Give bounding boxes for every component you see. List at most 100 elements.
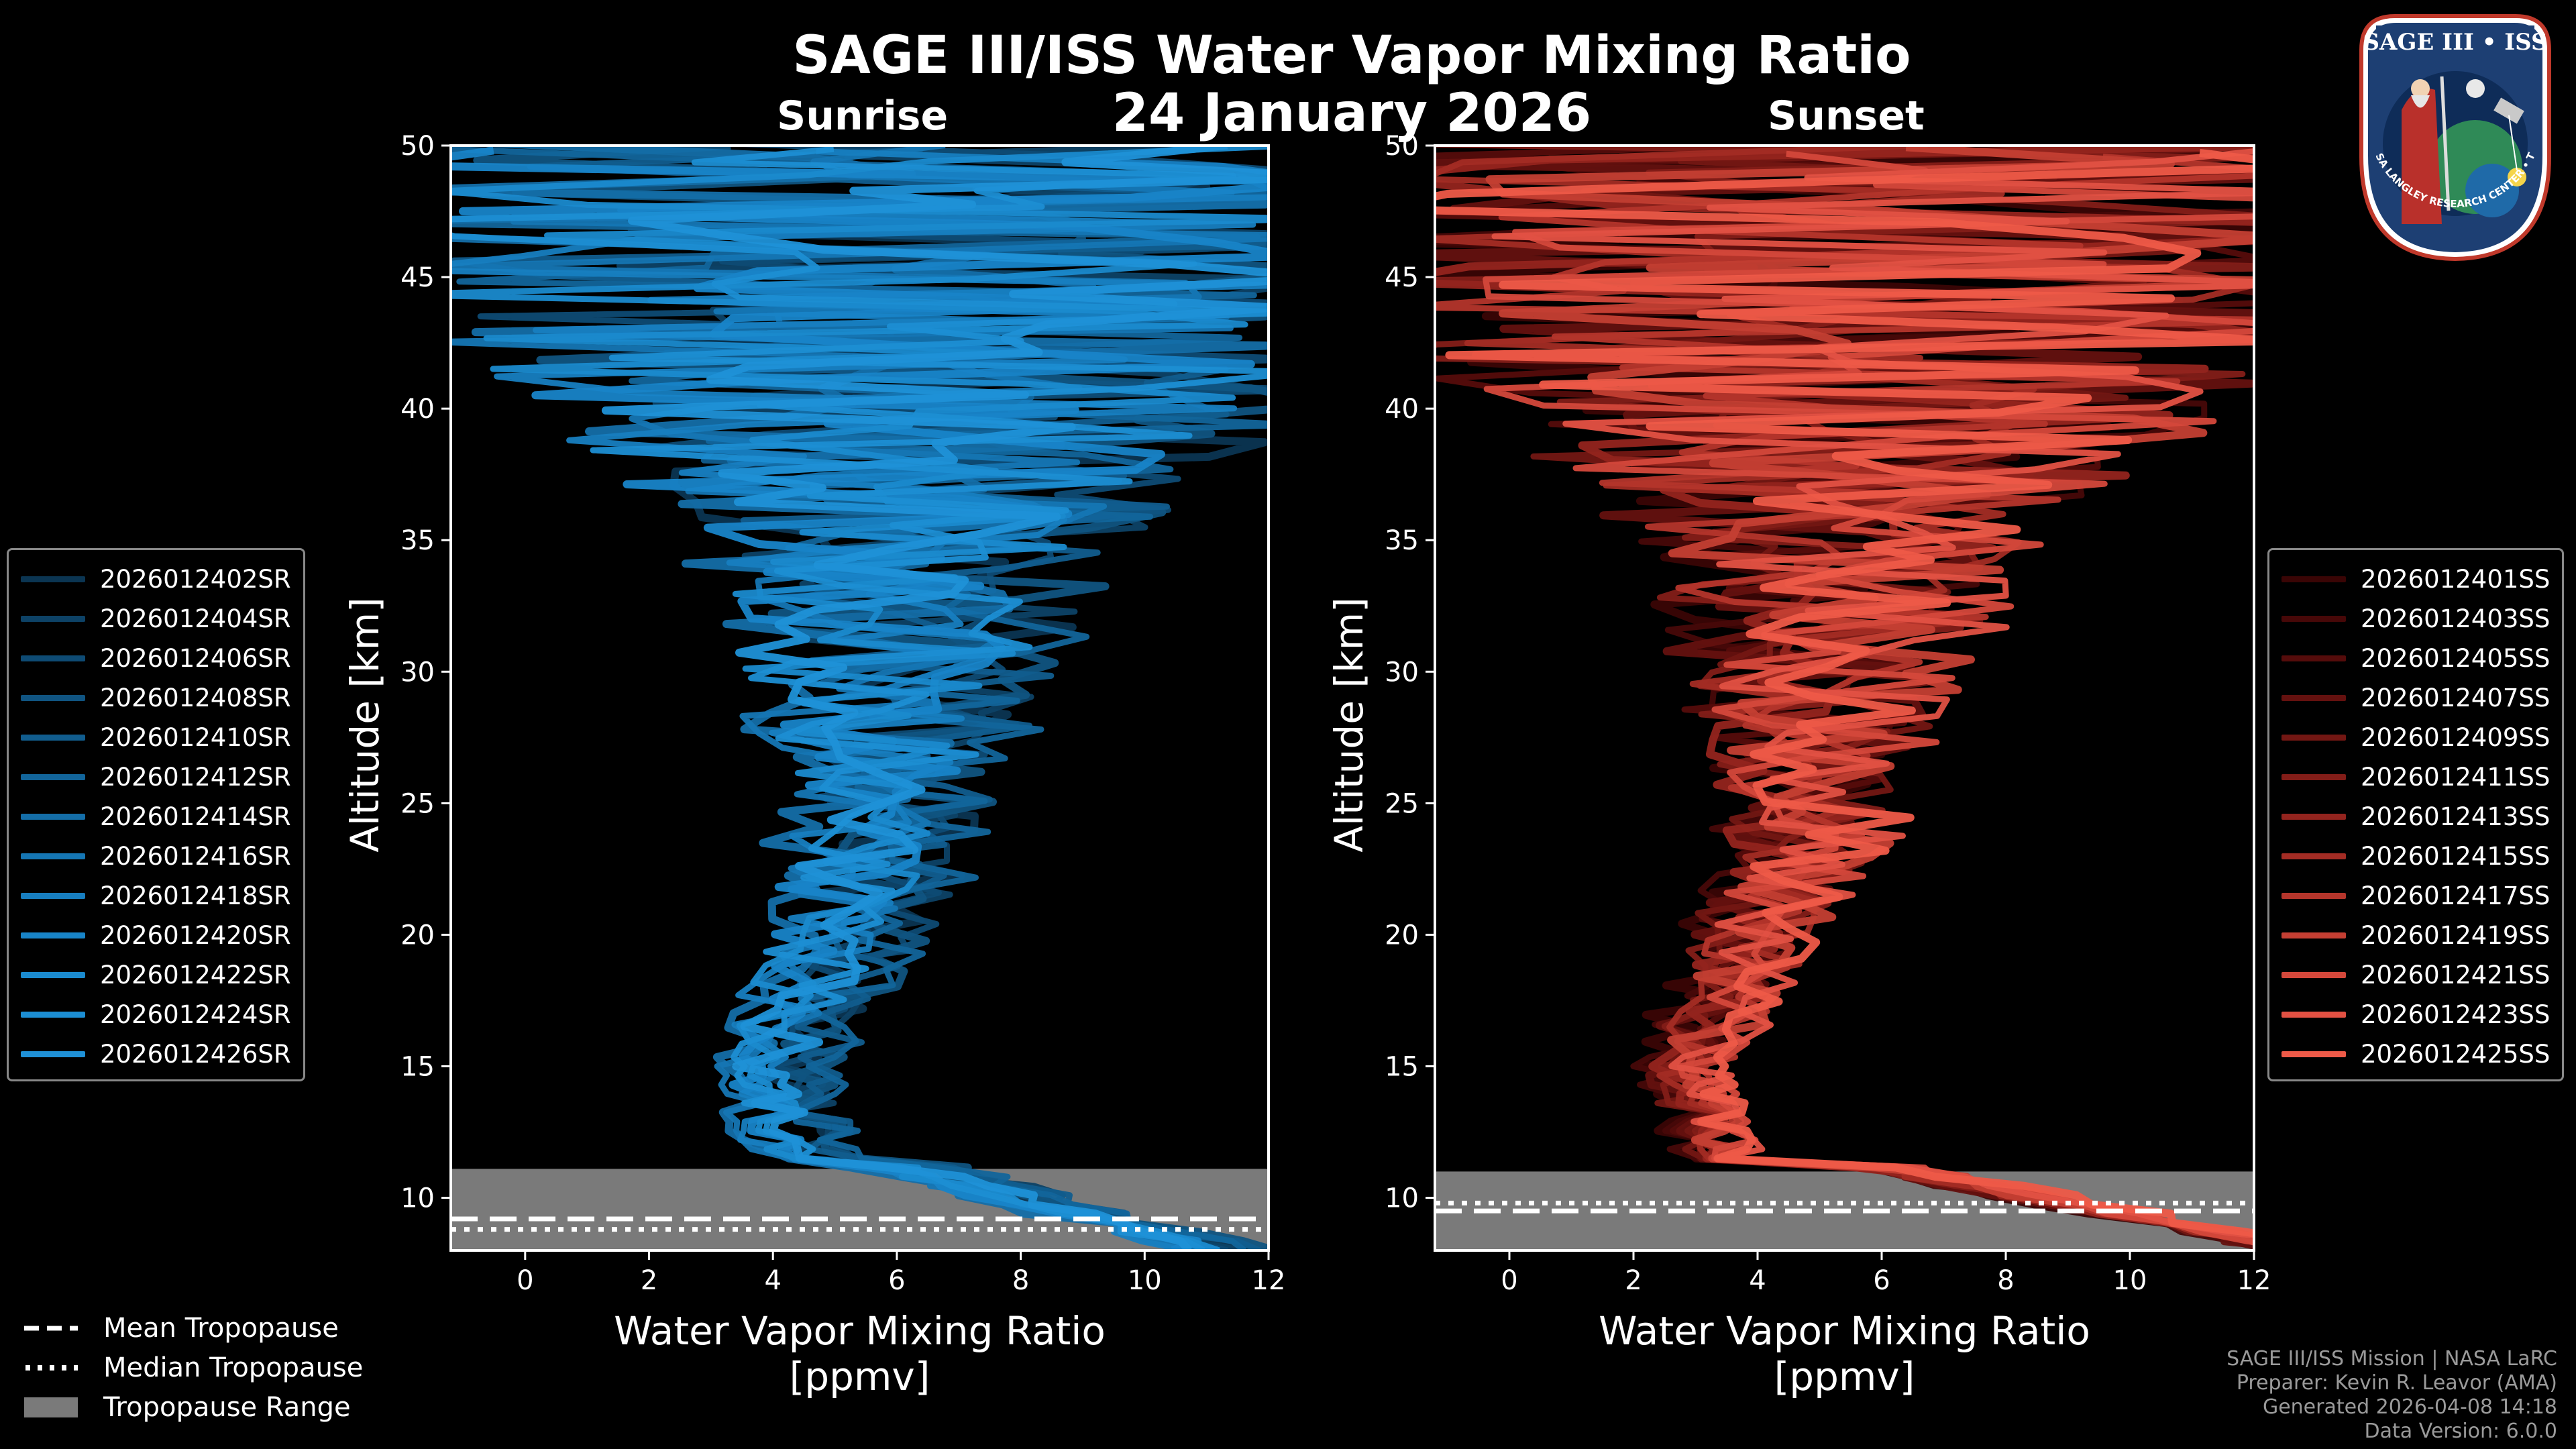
credits-version: Data Version: 6.0.0 [2364, 1419, 2557, 1443]
legend-entry: 2026012425SS [2282, 1034, 2550, 1074]
legend-entry: 2026012403SS [2282, 599, 2550, 639]
legend-entry: 2026012426SR [21, 1034, 291, 1074]
y-tick-label: 50 [400, 131, 435, 162]
legend-swatch [2282, 655, 2346, 661]
axes-frame [1434, 144, 2255, 1252]
legend-mean-tropopause: Mean Tropopause [24, 1308, 363, 1348]
y-axis-label: Altitude [km] [1326, 597, 1372, 852]
legend-entry: 2026012424SR [21, 995, 291, 1034]
range-swatch-icon [24, 1397, 78, 1417]
legend-swatch [2282, 616, 2346, 622]
legend-swatch [21, 972, 85, 978]
profile-line-2026012424SR [451, 146, 1269, 1250]
legend-entry: 2026012418SR [21, 876, 291, 916]
sage-iss-mission-logo: SAGE III • ISS BALL • NASA LANGLEY RESEA… [2341, 9, 2551, 262]
sunrise-panel-title: Sunrise [777, 93, 949, 140]
mean-tropopause-label: Mean Tropopause [103, 1312, 339, 1344]
credits-preparer: Preparer: Kevin R. Leavor (AMA) [2236, 1371, 2557, 1395]
legend-swatch [21, 774, 85, 780]
legend-label: 2026012416SR [100, 842, 291, 871]
legend-entry: 2026012401SS [2282, 559, 2550, 599]
legend-swatch [2282, 735, 2346, 741]
legend-label: 2026012419SS [2361, 921, 2551, 950]
legend-swatch [2282, 1051, 2346, 1057]
credits-mission: SAGE III/ISS Mission | NASA LaRC [2226, 1347, 2557, 1371]
y-tick-label: 40 [1385, 394, 1419, 425]
dashed-line-icon [24, 1326, 78, 1330]
legend-label: 2026012423SS [2361, 1000, 2551, 1029]
dotted-line-icon [25, 1364, 78, 1371]
y-tick-label: 15 [1385, 1052, 1419, 1083]
legend-label: 2026012403SS [2361, 604, 2551, 633]
y-tick-label: 35 [400, 525, 435, 556]
legend-label: 2026012402SR [100, 565, 291, 594]
sunset-plot: 0 2 4 6 8 10 12 10 15 20 25 30 35 40 45 50 Water Vapor M… [1326, 131, 2271, 1399]
tropopause-legend: Mean Tropopause Median Tropopause Tropop… [24, 1308, 363, 1427]
legend-swatch [21, 735, 85, 741]
y-tick-label: 30 [400, 657, 435, 688]
legend-label: 2026012405SS [2361, 644, 2551, 673]
legend-swatch [2282, 774, 2346, 780]
legend-entry: 2026012404SR [21, 599, 291, 639]
y-tick-label: 45 [1385, 262, 1419, 293]
y-tick-label: 40 [400, 394, 435, 425]
y-tick-label: 25 [1385, 788, 1419, 819]
x-tick-label: 2 [641, 1265, 657, 1296]
legend-entry: 2026012422SR [21, 955, 291, 995]
y-tick-label: 20 [400, 920, 435, 951]
legend-swatch [2282, 972, 2346, 978]
profile-line-2026012426SR [601, 146, 1269, 1250]
legend-label: 2026012413SS [2361, 802, 2551, 831]
legend-label: 2026012418SR [100, 881, 291, 910]
sunset-legend: 2026012401SS 2026012403SS 2026012405SS 2026… [2267, 548, 2565, 1081]
legend-swatch [21, 695, 85, 701]
y-axis-label: Altitude [km] [342, 597, 388, 852]
legend-swatch [21, 893, 85, 899]
median-tropopause-label: Median Tropopause [103, 1352, 364, 1383]
legend-swatch [21, 853, 85, 859]
y-tick-label: 50 [1385, 131, 1419, 162]
sunrise-plot: 0 2 4 6 8 10 12 10 15 20 25 30 35 40 45 50 Water Vapor M… [342, 131, 1285, 1399]
legend-entry: 2026012406SR [21, 639, 291, 678]
x-tick-label: 10 [1128, 1265, 1162, 1296]
legend-label: 2026012407SS [2361, 684, 2551, 712]
y-tick-label: 10 [400, 1183, 435, 1214]
legend-swatch [2282, 1012, 2346, 1018]
y-tick-label: 20 [1385, 920, 1419, 951]
legend-swatch [2282, 814, 2346, 820]
x-tick-label: 4 [764, 1265, 781, 1296]
tropopause-range-label: Tropopause Range [103, 1391, 351, 1423]
x-tick-label: 0 [1501, 1265, 1517, 1296]
legend-entry: 2026012419SS [2282, 916, 2550, 955]
legend-swatch [2282, 893, 2346, 899]
legend-entry: 2026012402SR [21, 559, 291, 599]
legend-swatch [21, 576, 85, 582]
legend-label: 2026012426SR [100, 1040, 291, 1069]
legend-label: 2026012414SR [100, 802, 291, 831]
legend-label: 2026012401SS [2361, 565, 2551, 594]
legend-tropopause-range: Tropopause Range [24, 1387, 363, 1427]
profile-line-2026012412SR [451, 146, 1269, 1250]
legend-swatch [21, 616, 85, 622]
x-tick-label: 2 [1625, 1265, 1642, 1296]
x-tick-label: 10 [2113, 1265, 2147, 1296]
logo-title: SAGE III • ISS [2363, 29, 2547, 56]
x-tick-label: 8 [1012, 1265, 1029, 1296]
legend-label: 2026012424SR [100, 1000, 291, 1029]
legend-label: 2026012410SR [100, 723, 291, 752]
legend-entry: 2026012416SR [21, 837, 291, 876]
legend-entry: 2026012405SS [2282, 639, 2550, 678]
legend-entry: 2026012407SS [2282, 678, 2550, 718]
y-tick-label: 30 [1385, 657, 1419, 688]
x-tick-label: 12 [2237, 1265, 2271, 1296]
x-axis-label: Water Vapor Mixing Ratio [614, 1308, 1106, 1354]
sunrise-legend: 2026012402SR 2026012404SR 2026012406SR 2026… [7, 548, 305, 1081]
y-tick-label: 35 [1385, 525, 1419, 556]
legend-swatch [2282, 695, 2346, 701]
x-tick-label: 4 [1749, 1265, 1766, 1296]
legend-entry: 2026012411SS [2282, 757, 2550, 797]
chart-title: SAGE III/ISS Water Vapor Mixing Ratio [792, 25, 1911, 86]
legend-entry: 2026012412SR [21, 757, 291, 797]
legend-label: 2026012421SS [2361, 961, 2551, 989]
